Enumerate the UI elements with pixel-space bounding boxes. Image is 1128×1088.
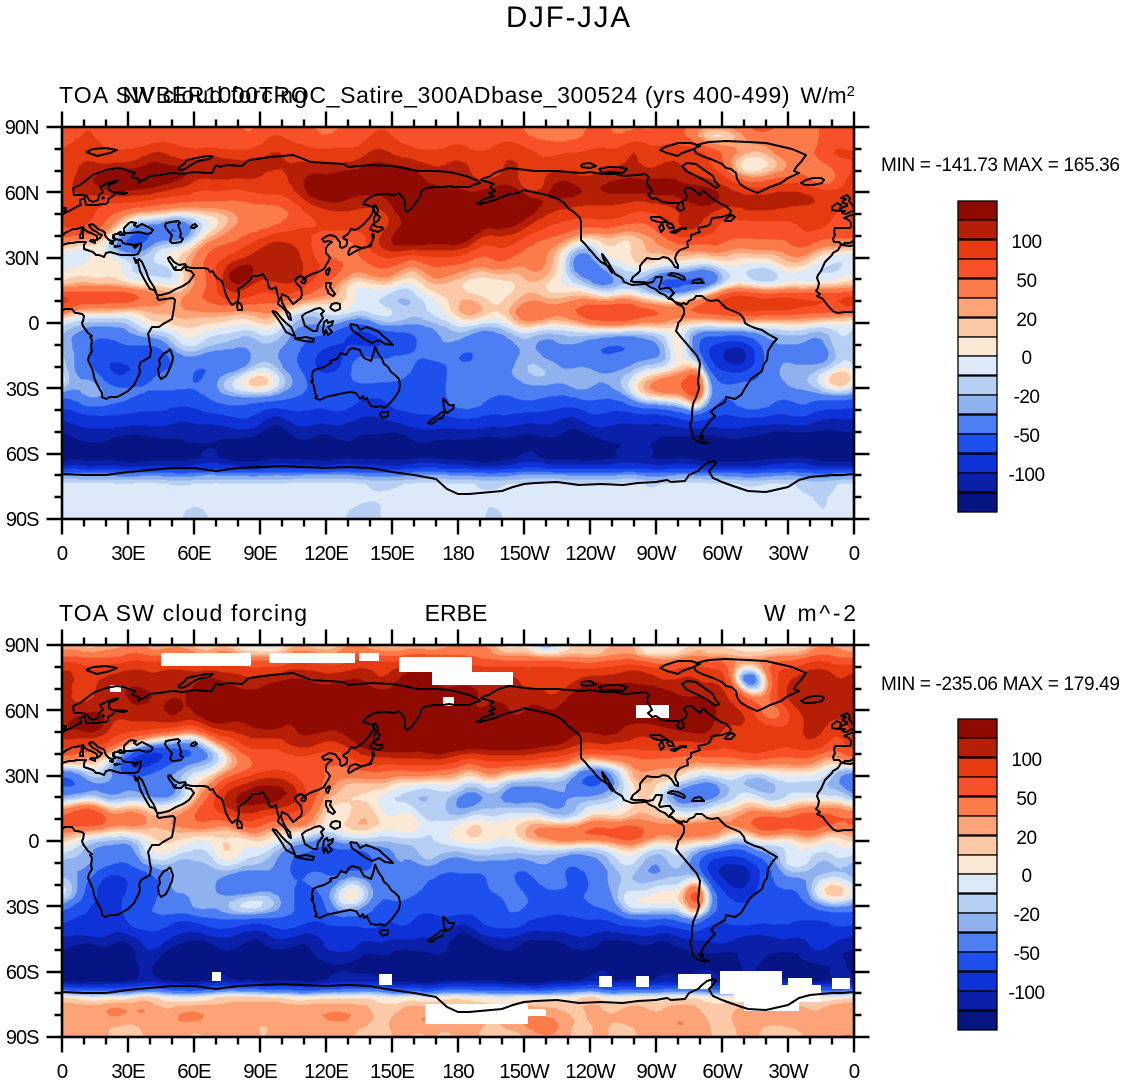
svg-text:90S: 90S — [6, 509, 39, 531]
svg-text:100: 100 — [1011, 750, 1041, 771]
svg-text:120E: 120E — [304, 542, 348, 565]
svg-text:60N: 60N — [5, 701, 39, 723]
svg-text:90S: 90S — [6, 1027, 39, 1049]
svg-text:150E: 150E — [370, 1060, 414, 1083]
svg-text:60W: 60W — [702, 542, 743, 565]
svg-text:0: 0 — [57, 542, 68, 565]
svg-text:90N: 90N — [5, 635, 39, 657]
svg-text:MIN = -235.06 MAX = 179.49: MIN = -235.06 MAX = 179.49 — [881, 674, 1120, 695]
svg-text:MIN = -141.73 MAX = 165.36: MIN = -141.73 MAX = 165.36 — [881, 155, 1120, 176]
svg-text:100: 100 — [1011, 232, 1041, 253]
svg-text:30W: 30W — [768, 1060, 809, 1083]
svg-text:90W: 90W — [636, 542, 677, 565]
svg-text:90N: 90N — [5, 117, 39, 139]
svg-text:-20: -20 — [1014, 387, 1040, 408]
svg-text:60E: 60E — [177, 542, 211, 565]
svg-text:30S: 30S — [6, 897, 39, 919]
svg-text:0: 0 — [57, 1060, 68, 1083]
svg-text:0: 0 — [849, 1060, 860, 1083]
svg-text:-50: -50 — [1014, 426, 1040, 447]
svg-text:50: 50 — [1016, 271, 1036, 292]
svg-text:60N: 60N — [5, 183, 39, 205]
svg-text:30E: 30E — [111, 542, 145, 565]
svg-text:TOA SW cloud forcing: TOA SW cloud forcing — [59, 600, 307, 626]
svg-text:50: 50 — [1016, 789, 1036, 810]
svg-text:60E: 60E — [177, 1060, 211, 1083]
svg-text:0: 0 — [1021, 348, 1031, 369]
svg-text:30N: 30N — [5, 766, 39, 788]
svg-text:0: 0 — [28, 831, 39, 853]
svg-text:120W: 120W — [565, 542, 616, 565]
svg-text:90W: 90W — [636, 1060, 677, 1083]
svg-text:180: 180 — [442, 1060, 474, 1083]
svg-text:20: 20 — [1016, 828, 1036, 849]
svg-text:60S: 60S — [6, 962, 39, 984]
svg-text:DJF-JJA: DJF-JJA — [506, 1, 630, 34]
svg-text:30E: 30E — [111, 1060, 145, 1083]
svg-text:150W: 150W — [499, 542, 550, 565]
svg-text:-100: -100 — [1008, 465, 1044, 486]
svg-text:TOA SW cloud forcing: TOA SW cloud forcing — [59, 82, 307, 108]
svg-text:0: 0 — [1021, 866, 1031, 887]
svg-text:150E: 150E — [370, 542, 414, 565]
svg-text:0: 0 — [849, 542, 860, 565]
svg-text:90E: 90E — [243, 542, 277, 565]
svg-text:-20: -20 — [1014, 905, 1040, 926]
svg-text:120W: 120W — [565, 1060, 616, 1083]
svg-text:-50: -50 — [1014, 944, 1040, 965]
svg-text:150W: 150W — [499, 1060, 550, 1083]
svg-text:30S: 30S — [6, 379, 39, 401]
svg-text:180: 180 — [442, 542, 474, 565]
svg-text:90E: 90E — [243, 1060, 277, 1083]
svg-text:30W: 30W — [768, 542, 809, 565]
svg-text:0: 0 — [28, 313, 39, 335]
svg-text:NVBER1000TROC_Satire_300ADbase: NVBER1000TROC_Satire_300ADbase_300524 (y… — [123, 82, 790, 108]
svg-text:20: 20 — [1016, 310, 1036, 331]
svg-text:30N: 30N — [5, 248, 39, 270]
svg-text:60S: 60S — [6, 444, 39, 466]
svg-text:W/m2: W/m2 — [800, 83, 855, 108]
svg-text:120E: 120E — [304, 1060, 348, 1083]
svg-text:-100: -100 — [1008, 983, 1044, 1004]
svg-text:60W: 60W — [702, 1060, 743, 1083]
svg-text:ERBE: ERBE — [425, 600, 488, 626]
